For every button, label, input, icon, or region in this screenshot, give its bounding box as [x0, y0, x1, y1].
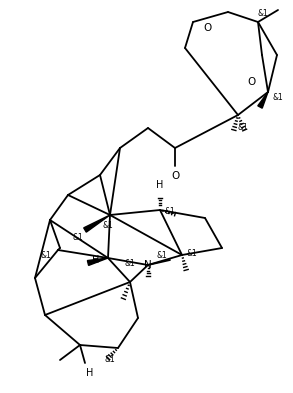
Text: &1: &1	[125, 259, 135, 268]
Text: &1: &1	[41, 250, 51, 259]
Text: &1: &1	[73, 233, 84, 242]
Text: &1: &1	[238, 123, 248, 132]
Text: H: H	[86, 368, 94, 378]
Polygon shape	[84, 215, 110, 232]
Text: N: N	[144, 260, 152, 270]
Text: O: O	[248, 77, 256, 87]
Text: &1: &1	[165, 208, 176, 217]
Text: &1: &1	[187, 248, 197, 257]
Text: &1: &1	[272, 92, 283, 101]
Polygon shape	[87, 258, 108, 265]
Text: &1: &1	[258, 9, 268, 18]
Text: &1: &1	[157, 250, 167, 259]
Text: &1: &1	[105, 356, 115, 364]
Text: O: O	[203, 23, 211, 33]
Text: H: H	[156, 180, 164, 190]
Text: &1: &1	[103, 220, 113, 230]
Text: H: H	[92, 255, 100, 265]
Polygon shape	[258, 92, 268, 108]
Text: O: O	[171, 171, 179, 181]
